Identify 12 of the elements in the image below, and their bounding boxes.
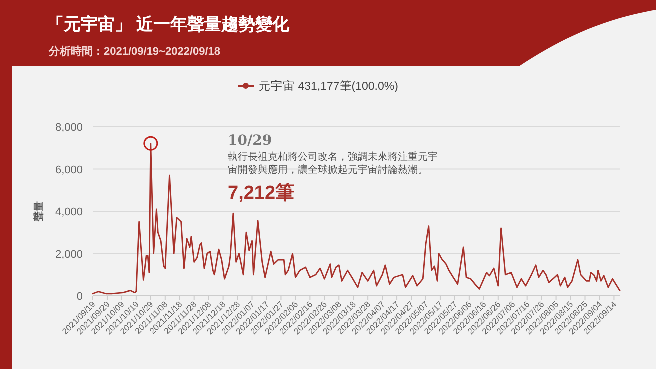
annotation: 7,212筆 [228, 183, 295, 204]
chart-subtitle: 分析時間：2021/09/19~2022/09/18 [48, 45, 221, 58]
annotation: 執行長祖克柏將公司改名，強調未來將注重元宇宙開發與應用，讓全球掀起元宇宙討論熱潮。 [228, 151, 438, 176]
annotation: 10/29 [228, 133, 272, 149]
y-axis-title: 聲量 [33, 202, 45, 222]
y-tick-label: 0 [76, 291, 83, 303]
y-tick-label: 2,000 [55, 248, 83, 261]
legend-label: 元宇宙 431,177筆(100.0%) [259, 79, 399, 93]
y-tick-label: 8,000 [55, 122, 83, 134]
y-tick-label: 6,000 [55, 164, 83, 176]
y-tick-label: 4,000 [55, 206, 83, 218]
chart-title: 「元宇宙」 近一年聲量趨勢變化 [47, 15, 291, 34]
